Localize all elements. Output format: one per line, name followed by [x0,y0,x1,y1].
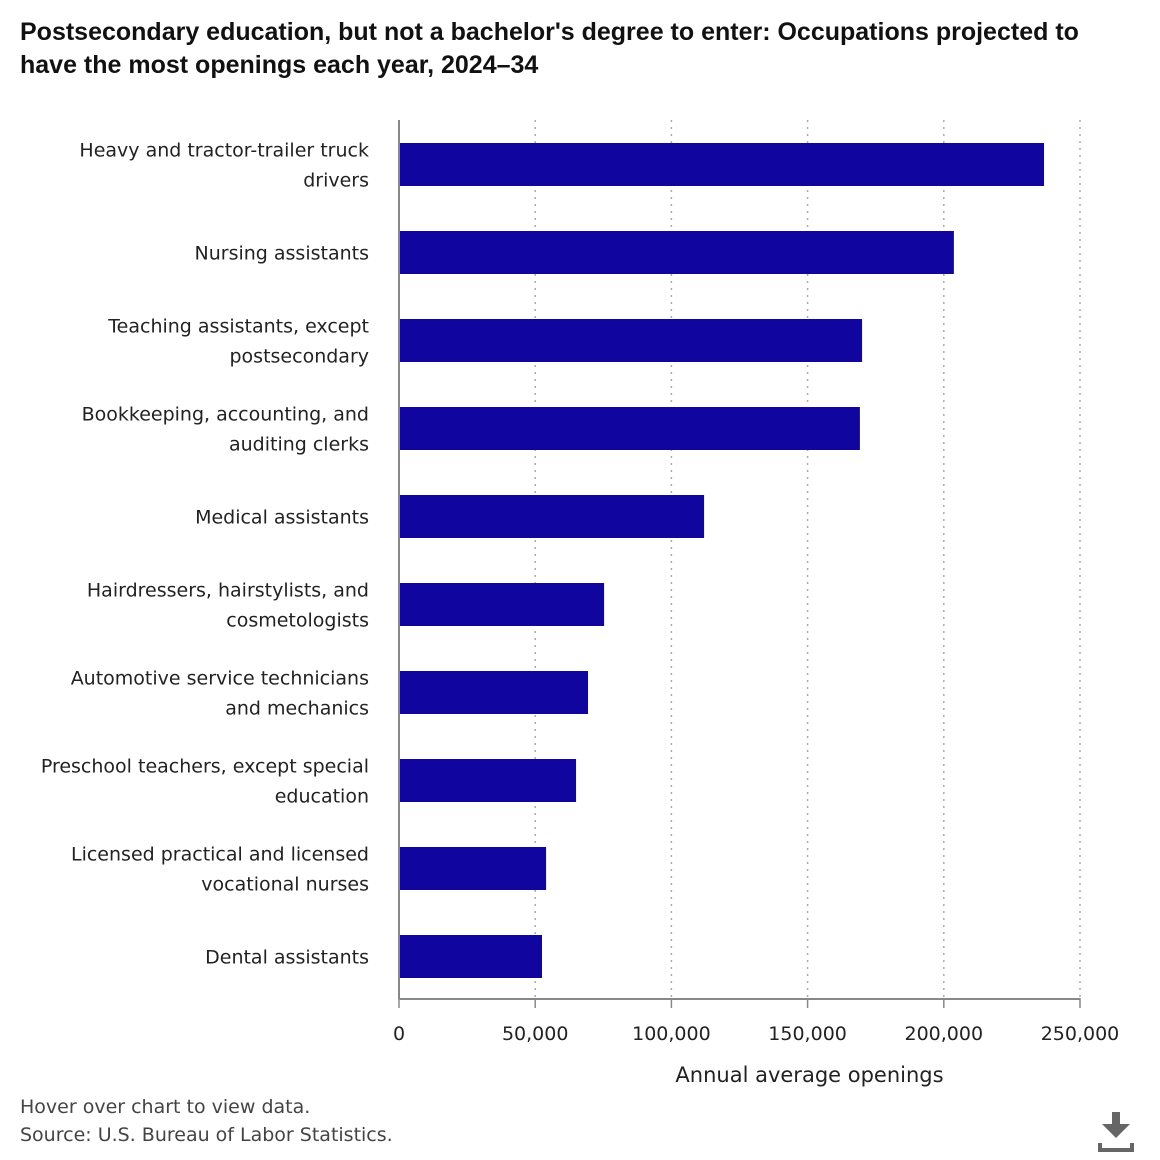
category-label: Nursing assistants [195,243,370,265]
bar[interactable] [399,671,589,714]
bar[interactable] [399,407,860,450]
bar[interactable] [399,495,705,538]
category-label: Preschool teachers, except special educat… [41,756,369,808]
x-tick-label: 250,000 [1041,1023,1120,1045]
bar[interactable] [399,143,1045,186]
category-label: Hairdressers, hairstylists, and cosmetolo… [87,580,369,632]
x-tick-label: 0 [393,1023,405,1045]
x-tick-label: 50,000 [502,1023,568,1045]
download-button[interactable] [1094,1110,1138,1154]
chart-title: Postsecondary education, but not a bache… [20,18,1079,79]
bar[interactable] [399,759,577,802]
bar[interactable] [399,583,605,626]
category-label: Dental assistants [205,947,369,969]
category-label: Medical assistants [195,507,369,529]
bar[interactable] [399,847,547,890]
x-axis-title: Annual average openings [675,1063,943,1087]
category-label: Bookkeeping, accounting, and auditing cle… [82,404,369,456]
x-tick-label: 200,000 [905,1023,984,1045]
category-label: Teaching assistants, except postsecondary [107,316,369,368]
hover-note: Hover over chart to view data. [20,1096,311,1118]
bar[interactable] [399,231,954,274]
download-icon [1098,1112,1134,1152]
bar[interactable] [399,935,543,978]
x-tick-label: 100,000 [632,1023,711,1045]
category-label: Licensed practical and licensed vocationa… [71,844,369,896]
category-label: Heavy and tractor-trailer truck drivers [79,140,369,192]
x-tick-label: 150,000 [768,1023,847,1045]
bar[interactable] [399,319,863,362]
source-note: Source: U.S. Bureau of Labor Statistics. [20,1124,393,1146]
category-label: Automotive service technicians and mechan… [71,668,369,720]
